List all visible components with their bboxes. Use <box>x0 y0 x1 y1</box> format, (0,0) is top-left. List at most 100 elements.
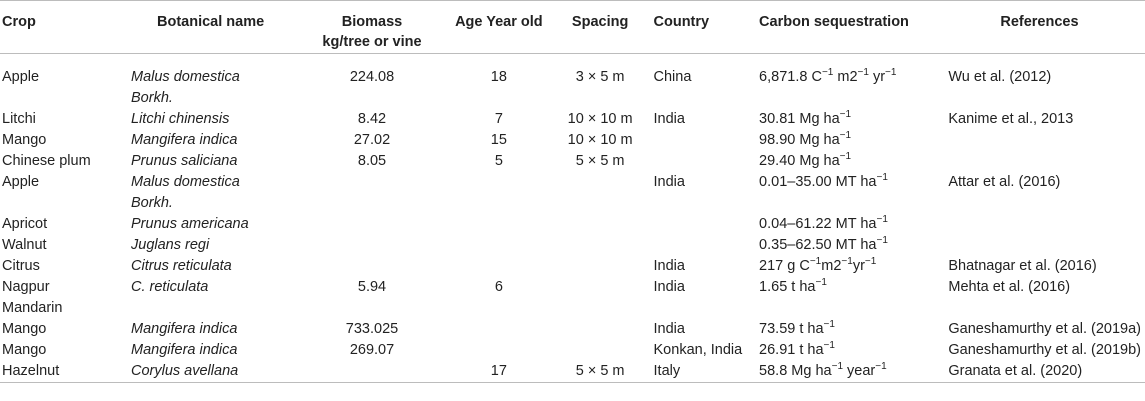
carbon-value-base: 30.81 Mg ha <box>759 111 840 127</box>
carbon-value-base: 73.59 t ha <box>759 321 824 337</box>
age-value: 6 <box>494 279 503 295</box>
cell-botanical-name: Prunus americana <box>127 214 297 235</box>
header-botanical-name: Botanical name <box>157 14 265 30</box>
table-row: Mango Mangifera indica 27.02 15 10 × 10 m 98.… <box>0 130 1145 151</box>
cell-references <box>944 130 1145 151</box>
cell-botanical-name: Corylus avellana <box>127 361 297 383</box>
carbon-value-base: 1.65 t ha <box>759 279 816 295</box>
table-row: Mango Mangifera indica 733.025 India 73.59 t… <box>0 319 1145 340</box>
table-row: Chinese plum Prunus saliciana 8.05 5 5 × 5 m… <box>0 151 1145 172</box>
cell-references: Granata et al. (2020) <box>944 361 1145 383</box>
cell-carbon-sequestration: 217 g C−1m2−1yr−1 <box>755 256 944 277</box>
cell-biomass <box>297 172 447 214</box>
cell-country <box>650 235 756 256</box>
carbon-exponent: −1 <box>831 361 844 373</box>
botanical-name: Prunus americana <box>131 216 249 232</box>
carbon-exponent: −1 <box>857 67 869 79</box>
cell-age <box>447 172 551 214</box>
cell-references: Ganeshamurthy et al. (2019a) <box>944 319 1145 340</box>
carbon-value-base: 217 g C <box>759 258 810 274</box>
cell-carbon-sequestration: 98.90 Mg ha−1 <box>755 130 944 151</box>
cell-botanical-name: Citrus reticulata <box>127 256 297 277</box>
header-age: Age Year old <box>455 14 543 30</box>
cell-spacing <box>551 235 650 256</box>
country-value: India <box>653 258 685 274</box>
table-row: Apple Malus domestica Borkh. India 0.01–35.0… <box>0 172 1145 214</box>
reference-text: Wu et al. (2012) <box>948 69 1052 85</box>
table-header-row: Crop Botanical name Biomass kg/tree or v… <box>0 0 1145 54</box>
crop-name: Walnut <box>2 237 47 253</box>
country-value: China <box>653 69 692 85</box>
cell-carbon-sequestration: 30.81 Mg ha−1 <box>755 109 944 130</box>
spacing-value: 10 × 10 m <box>567 111 633 127</box>
carbon-exponent: −1 <box>885 67 897 79</box>
cell-biomass: 733.025 <box>297 319 447 340</box>
header-spacing: Spacing <box>571 14 629 30</box>
cell-spacing <box>551 277 650 319</box>
cell-country: India <box>650 109 756 130</box>
cell-age <box>447 214 551 235</box>
cell-country: Konkan, India <box>650 340 756 361</box>
cell-references: Bhatnagar et al. (2016) <box>944 256 1145 277</box>
cell-spacing: 5 × 5 m <box>551 361 650 383</box>
carbon-exponent: −1 <box>815 277 827 289</box>
biomass-value: 224.08 <box>349 69 395 85</box>
botanical-name: Corylus avellana <box>131 363 239 379</box>
cell-age: 5 <box>447 151 551 172</box>
cell-age <box>447 319 551 340</box>
cell-crop: Apricot <box>0 214 127 235</box>
cell-crop: Litchi <box>0 109 127 130</box>
cell-country: China <box>650 54 756 110</box>
botanical-name: Malus domestica <box>131 69 240 85</box>
cell-crop: Nagpur Mandarin <box>0 277 127 319</box>
cell-botanical-name: Juglans regi <box>127 235 297 256</box>
carbon-value: 30.81 Mg ha−1 <box>759 110 851 127</box>
country-value: India <box>653 111 685 127</box>
age-value: 18 <box>490 69 507 85</box>
crop-name: Litchi <box>2 111 36 127</box>
table-row: Citrus Citrus reticulata India 217 g C−1m2−… <box>0 256 1145 277</box>
carbon-exponent: −1 <box>823 340 835 352</box>
carbon-exponent: −1 <box>876 172 888 184</box>
cell-crop: Apple <box>0 54 127 110</box>
cell-spacing: 10 × 10 m <box>551 130 650 151</box>
carbon-unit-part: m2 <box>833 69 858 85</box>
cell-carbon-sequestration: 1.65 t ha−1 <box>755 277 944 319</box>
reference-text: Granata et al. (2020) <box>948 363 1083 379</box>
cell-references: Wu et al. (2012) <box>944 54 1145 110</box>
biomass-value: 5.94 <box>357 279 387 295</box>
carbon-value: 1.65 t ha−1 <box>759 277 827 295</box>
cell-country <box>650 130 756 151</box>
biomass-value: 8.05 <box>357 153 387 169</box>
cell-age: 7 <box>447 109 551 130</box>
carbon-value-base: 98.90 Mg ha <box>759 132 840 148</box>
header-country: Country <box>653 14 710 30</box>
cell-botanical-name: Litchi chinensis <box>127 109 297 130</box>
crop-name: Mango <box>2 132 47 148</box>
cell-age: 18 <box>447 54 551 110</box>
cell-botanical-name: Malus domestica Borkh. <box>127 54 297 110</box>
botanical-name-line2: Borkh. <box>131 90 173 106</box>
cell-spacing: 10 × 10 m <box>551 109 650 130</box>
cell-crop: Mango <box>0 130 127 151</box>
carbon-value-base: 6,871.8 C <box>759 69 822 85</box>
cell-references: Attar et al. (2016) <box>944 172 1145 214</box>
cell-spacing: 3 × 5 m <box>551 54 650 110</box>
carbon-exponent: −1 <box>876 235 888 247</box>
header-biomass-line2: kg/tree or vine <box>322 34 422 50</box>
crop-name: Nagpur <box>2 279 50 295</box>
cell-age: 17 <box>447 361 551 383</box>
cell-carbon-sequestration: 0.04–61.22 MT ha−1 <box>755 214 944 235</box>
carbon-exponent: −1 <box>875 361 887 373</box>
age-value: 7 <box>494 111 503 127</box>
botanical-name: Malus domestica <box>131 174 240 190</box>
carbon-unit-part: m2 <box>821 258 842 274</box>
country-value: India <box>653 174 685 190</box>
carbon-value: 29.40 Mg ha−1 <box>759 152 851 169</box>
cell-carbon-sequestration: 0.35–62.50 MT ha−1 <box>755 235 944 256</box>
carbon-value-base: 58.8 Mg ha <box>759 363 832 379</box>
cell-spacing <box>551 319 650 340</box>
cell-carbon-sequestration: 6,871.8 C−1 m2−1 yr−1 <box>755 54 944 110</box>
reference-text: Ganeshamurthy et al. (2019a) <box>948 321 1141 337</box>
cell-botanical-name: Mangifera indica <box>127 340 297 361</box>
